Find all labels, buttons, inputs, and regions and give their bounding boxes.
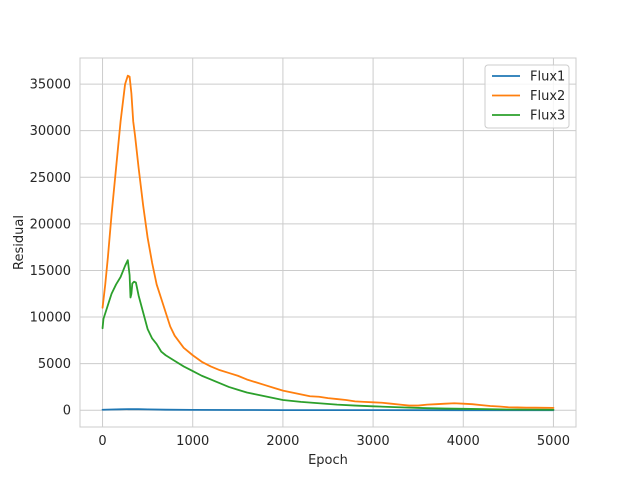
y-tick-label: 20000 (30, 217, 71, 232)
y-tick-label: 30000 (30, 124, 71, 139)
series-line-flux2 (101, 74, 555, 409)
x-axis-label: Epoch (308, 453, 348, 468)
y-tick-label: 0 (63, 404, 71, 419)
x-tick-label: 5000 (537, 434, 570, 449)
series-line-flux1 (101, 408, 555, 412)
legend: Flux1 Flux2 Flux3 (484, 64, 570, 129)
y-tick-label: 15000 (30, 264, 71, 279)
x-tick-labels: 0 1000 2000 3000 4000 5000 (98, 434, 570, 449)
x-tick-label: 3000 (357, 434, 390, 449)
series-lines (101, 74, 555, 412)
x-tick-label: 1000 (176, 434, 209, 449)
legend-label-flux2: Flux2 (530, 89, 565, 104)
y-tick-label: 5000 (38, 357, 71, 372)
y-tick-label: 35000 (30, 78, 71, 93)
y-axis-label: Residual (12, 215, 27, 270)
legend-box (484, 64, 570, 129)
series-line-flux3 (101, 259, 555, 411)
grid (80, 58, 576, 427)
plot-frame (79, 57, 577, 428)
legend-label-flux3: Flux3 (530, 109, 565, 124)
y-tick-label: 25000 (30, 171, 71, 186)
y-tick-labels: 0 5000 10000 15000 20000 25000 30000 35000 (30, 78, 71, 419)
legend-label-flux1: Flux1 (530, 70, 565, 85)
x-tick-label: 4000 (447, 434, 480, 449)
x-tick-label: 0 (98, 434, 106, 449)
y-tick-label: 10000 (30, 311, 71, 326)
x-tick-label: 2000 (266, 434, 299, 449)
